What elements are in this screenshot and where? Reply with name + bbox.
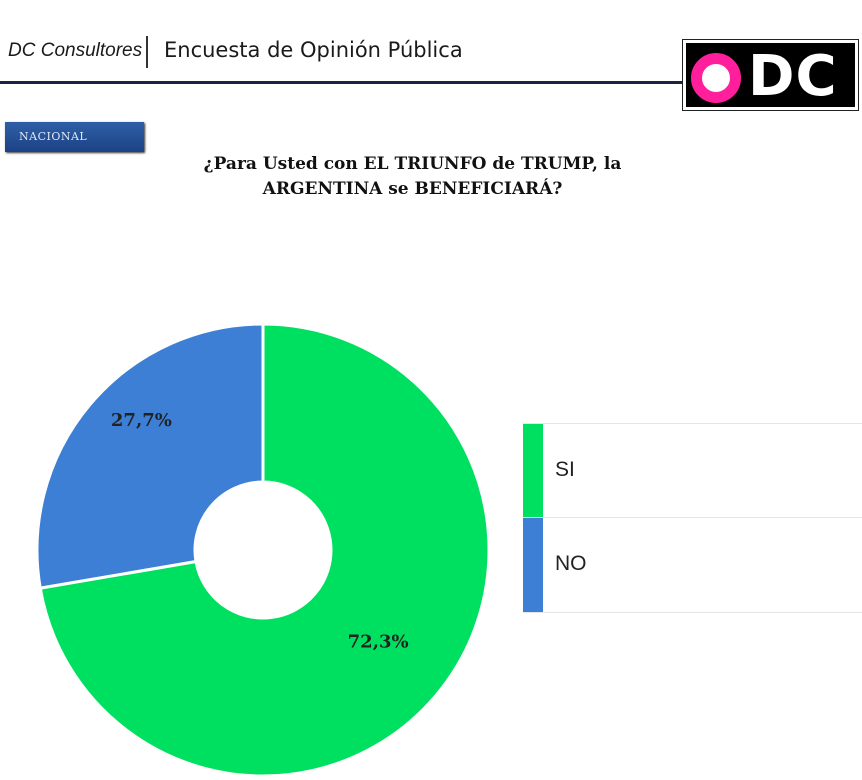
logo-ring-icon	[691, 53, 741, 103]
legend-swatch-si	[523, 424, 543, 517]
header-brand: DC Consultores	[8, 40, 143, 61]
donut-label-no: 27,7%	[111, 410, 172, 431]
odc-logo: DC	[682, 39, 859, 111]
question-title: ¿Para Usted con EL TRIUNFO de TRUMP, la …	[130, 152, 695, 202]
legend-label-no: NO	[555, 552, 587, 575]
donut-chart: 72,3% 27,7%	[35, 322, 491, 778]
legend-label-si: SI	[555, 458, 575, 481]
question-line-2: ARGENTINA se BENEFICIARÁ?	[262, 179, 563, 199]
question-line-1: ¿Para Usted con EL TRIUNFO de TRUMP, la	[203, 154, 622, 174]
header-separator	[146, 36, 148, 68]
header-rule	[0, 81, 690, 84]
donut-slice-si	[38, 322, 491, 778]
donut-slice-no	[35, 322, 265, 590]
donut-label-si: 72,3%	[348, 631, 409, 652]
logo-text: DC	[748, 44, 838, 109]
scope-badge: NACIONAL	[5, 122, 144, 152]
legend-swatch-no	[523, 518, 543, 612]
header-title: Encuesta de Opinión Pública	[164, 38, 463, 62]
legend-item-si: SI	[523, 424, 862, 518]
legend-item-no: NO	[523, 518, 862, 612]
chart-legend: SI NO	[523, 423, 862, 613]
